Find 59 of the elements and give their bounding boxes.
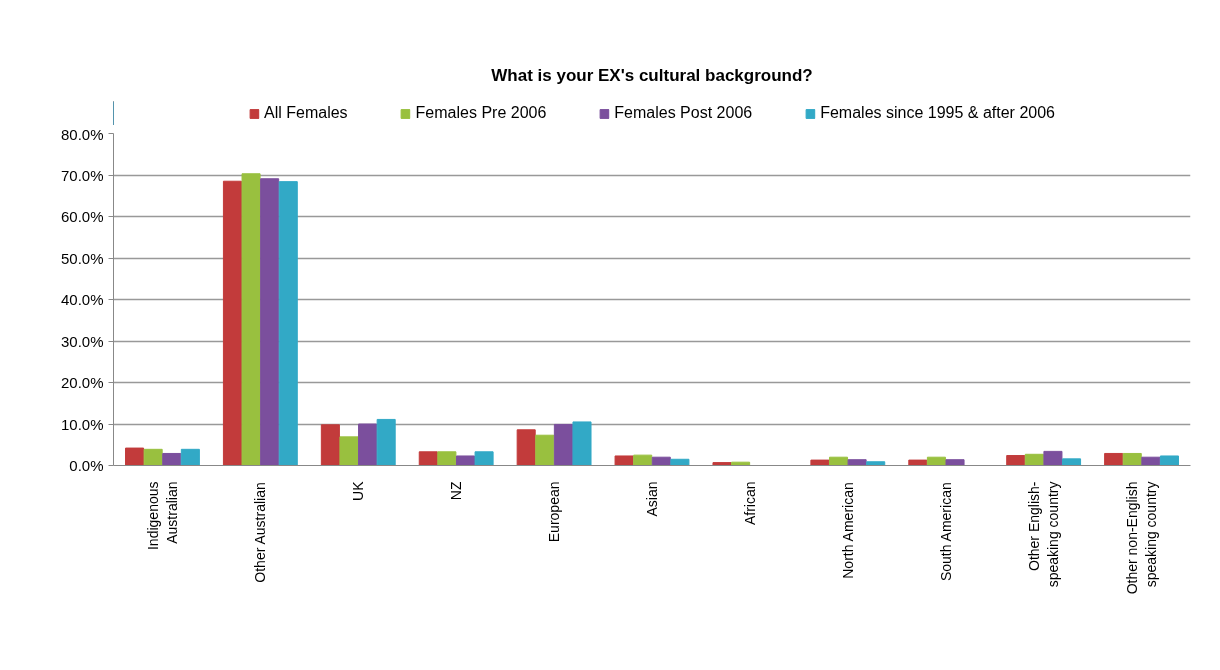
- bar: [1122, 452, 1142, 466]
- legend-label: All Females: [264, 104, 348, 122]
- bar: [535, 434, 555, 466]
- bar: [474, 451, 494, 466]
- legend-label: Females Post 2006: [614, 104, 753, 122]
- bar: [455, 455, 476, 466]
- y-tick-label: 80.0%: [60, 125, 104, 143]
- bar: [339, 436, 359, 466]
- bar: [1062, 458, 1082, 466]
- y-tick-label: 20.0%: [60, 374, 104, 391]
- x-tick-label: African: [741, 481, 758, 526]
- x-tick-label: Asian: [644, 481, 660, 517]
- bar: [143, 448, 163, 466]
- x-tick-label: Indigenous Australian: [144, 481, 181, 550]
- y-tick-label: 50.0%: [60, 249, 104, 267]
- bar: [222, 180, 242, 466]
- bar: [572, 421, 592, 466]
- bar: [437, 451, 457, 466]
- bar: [614, 455, 634, 466]
- bar: [1159, 455, 1179, 466]
- bar: [418, 451, 438, 466]
- bar: [908, 459, 928, 466]
- bar: [162, 452, 182, 466]
- bar: [260, 178, 280, 466]
- bar: [180, 448, 200, 466]
- bar: [945, 459, 965, 466]
- bar: [320, 424, 340, 466]
- bar: [810, 459, 830, 466]
- legend-label: Females Pre 2006: [415, 104, 547, 122]
- y-tick-label: 60.0%: [60, 208, 104, 225]
- y-tick-label: 30.0%: [60, 332, 104, 350]
- legend-label: Females since 1995 & after 2006: [820, 104, 1055, 122]
- bar: [125, 447, 145, 466]
- chart-title: What is your EX's cultural background?: [491, 65, 813, 85]
- bar: [670, 458, 690, 466]
- x-tick-label: NZ: [448, 481, 465, 501]
- y-tick-label: 10.0%: [60, 415, 104, 433]
- bar: [278, 181, 298, 466]
- bar: [866, 461, 886, 466]
- bar: [241, 173, 261, 466]
- x-tick-label: European: [546, 481, 563, 543]
- y-tick-label: 0.0%: [69, 457, 104, 474]
- y-tick-label: 70.0%: [60, 166, 104, 184]
- bar: [1104, 452, 1124, 466]
- bar: [376, 418, 396, 466]
- x-tick-label: Other Australian: [252, 482, 269, 583]
- bar: [358, 423, 378, 466]
- x-tick-label: North American: [839, 482, 856, 579]
- bar: [633, 454, 653, 466]
- bar: [847, 459, 867, 466]
- x-tick-label: UK: [350, 480, 367, 501]
- bar: [1006, 455, 1026, 466]
- x-tick-label: Other English- speaking country: [1026, 481, 1062, 588]
- y-tick-label: 40.0%: [60, 291, 104, 308]
- bar: [1043, 450, 1063, 466]
- bar: [1141, 456, 1161, 466]
- x-tick-label: South American: [937, 482, 954, 582]
- bar: [516, 429, 536, 466]
- bar: [553, 423, 573, 466]
